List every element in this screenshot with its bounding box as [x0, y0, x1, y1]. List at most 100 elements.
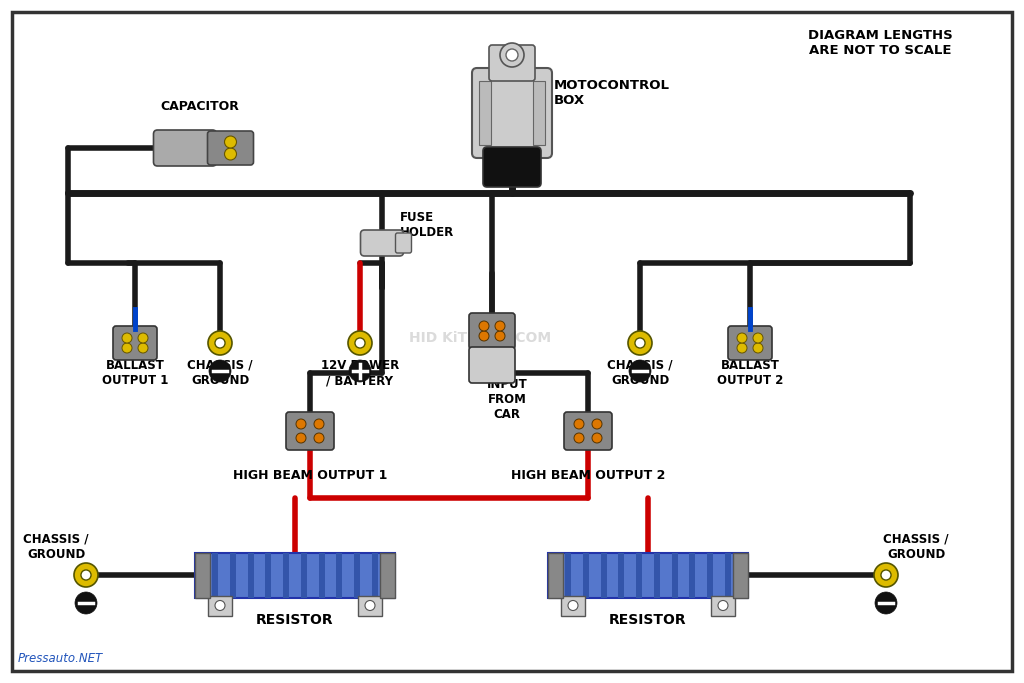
- Text: INPUT
FROM
CAR: INPUT FROM CAR: [486, 378, 527, 421]
- FancyBboxPatch shape: [728, 326, 772, 360]
- Text: BALLAST
OUTPUT 1: BALLAST OUTPUT 1: [101, 359, 168, 387]
- FancyBboxPatch shape: [208, 131, 254, 165]
- Circle shape: [348, 331, 372, 355]
- Bar: [372, 553, 378, 598]
- FancyBboxPatch shape: [286, 412, 334, 450]
- Circle shape: [881, 570, 891, 580]
- FancyBboxPatch shape: [469, 313, 515, 349]
- Circle shape: [635, 338, 645, 348]
- Circle shape: [737, 343, 746, 353]
- Circle shape: [138, 343, 148, 353]
- Text: HIGH BEAM OUTPUT 1: HIGH BEAM OUTPUT 1: [232, 469, 387, 482]
- Circle shape: [215, 338, 225, 348]
- Circle shape: [874, 563, 898, 587]
- Bar: [618, 553, 625, 598]
- Bar: [283, 553, 289, 598]
- Circle shape: [122, 343, 132, 353]
- Bar: [733, 553, 748, 598]
- Text: CHASSIS /
GROUND: CHASSIS / GROUND: [187, 359, 253, 387]
- Circle shape: [349, 360, 371, 382]
- Bar: [229, 553, 236, 598]
- Circle shape: [753, 333, 763, 343]
- Bar: [565, 553, 571, 598]
- Bar: [711, 596, 735, 615]
- Text: CHASSIS /
GROUND: CHASSIS / GROUND: [884, 533, 949, 561]
- Circle shape: [495, 321, 505, 331]
- Bar: [672, 553, 678, 598]
- Text: HID KiTPROS.COM: HID KiTPROS.COM: [409, 331, 551, 345]
- Circle shape: [215, 600, 225, 611]
- Bar: [600, 553, 606, 598]
- Circle shape: [365, 600, 375, 611]
- Bar: [318, 553, 325, 598]
- Circle shape: [296, 433, 306, 443]
- FancyBboxPatch shape: [483, 147, 541, 187]
- Circle shape: [737, 333, 746, 343]
- Circle shape: [224, 148, 237, 160]
- Circle shape: [314, 433, 324, 443]
- Circle shape: [574, 419, 584, 429]
- Bar: [301, 553, 307, 598]
- FancyBboxPatch shape: [564, 412, 612, 450]
- Bar: [725, 553, 731, 598]
- Bar: [548, 553, 563, 598]
- Circle shape: [568, 600, 578, 611]
- Circle shape: [355, 338, 365, 348]
- Circle shape: [874, 592, 897, 614]
- Bar: [265, 553, 271, 598]
- Text: BALLAST
OUTPUT 2: BALLAST OUTPUT 2: [717, 359, 783, 387]
- Text: 12V POWER
/ BATTERY: 12V POWER / BATTERY: [321, 359, 399, 387]
- Bar: [195, 553, 210, 598]
- Bar: [212, 553, 218, 598]
- Bar: [380, 553, 395, 598]
- Circle shape: [628, 331, 652, 355]
- Bar: [583, 553, 589, 598]
- Circle shape: [479, 331, 489, 341]
- Bar: [208, 596, 232, 615]
- Text: RESISTOR: RESISTOR: [609, 613, 687, 627]
- Bar: [248, 553, 254, 598]
- Bar: [636, 553, 642, 598]
- Bar: [654, 553, 659, 598]
- Circle shape: [629, 360, 651, 382]
- Bar: [337, 553, 342, 598]
- Bar: [689, 553, 695, 598]
- Text: CHASSIS /
GROUND: CHASSIS / GROUND: [607, 359, 673, 387]
- FancyBboxPatch shape: [154, 130, 216, 166]
- Bar: [708, 553, 714, 598]
- Circle shape: [208, 331, 232, 355]
- Bar: [548, 553, 748, 598]
- Circle shape: [592, 433, 602, 443]
- Circle shape: [753, 343, 763, 353]
- Circle shape: [75, 592, 97, 614]
- Circle shape: [81, 570, 91, 580]
- Circle shape: [122, 333, 132, 343]
- FancyBboxPatch shape: [469, 347, 515, 383]
- Circle shape: [138, 333, 148, 343]
- Text: HIGH BEAM OUTPUT 2: HIGH BEAM OUTPUT 2: [511, 469, 666, 482]
- Circle shape: [506, 49, 518, 61]
- FancyBboxPatch shape: [472, 68, 552, 158]
- Bar: [358, 596, 382, 615]
- Bar: [195, 553, 395, 598]
- Circle shape: [296, 419, 306, 429]
- Circle shape: [314, 419, 324, 429]
- Text: MOTOCONTROL
BOX: MOTOCONTROL BOX: [554, 79, 670, 107]
- FancyBboxPatch shape: [395, 233, 412, 253]
- Text: Pressauto.NET: Pressauto.NET: [18, 652, 103, 665]
- Circle shape: [74, 563, 98, 587]
- Bar: [561, 596, 585, 615]
- Circle shape: [209, 360, 231, 382]
- Circle shape: [574, 433, 584, 443]
- Bar: [534, 81, 545, 145]
- Text: FUSE
HOLDER: FUSE HOLDER: [400, 211, 455, 239]
- FancyBboxPatch shape: [360, 230, 403, 256]
- Circle shape: [500, 43, 524, 67]
- Circle shape: [718, 600, 728, 611]
- Text: CAPACITOR: CAPACITOR: [160, 100, 239, 113]
- Text: RESISTOR: RESISTOR: [256, 613, 334, 627]
- Circle shape: [479, 321, 489, 331]
- Circle shape: [224, 136, 237, 148]
- Text: DIAGRAM LENGTHS
ARE NOT TO SCALE: DIAGRAM LENGTHS ARE NOT TO SCALE: [808, 29, 952, 57]
- Bar: [479, 81, 490, 145]
